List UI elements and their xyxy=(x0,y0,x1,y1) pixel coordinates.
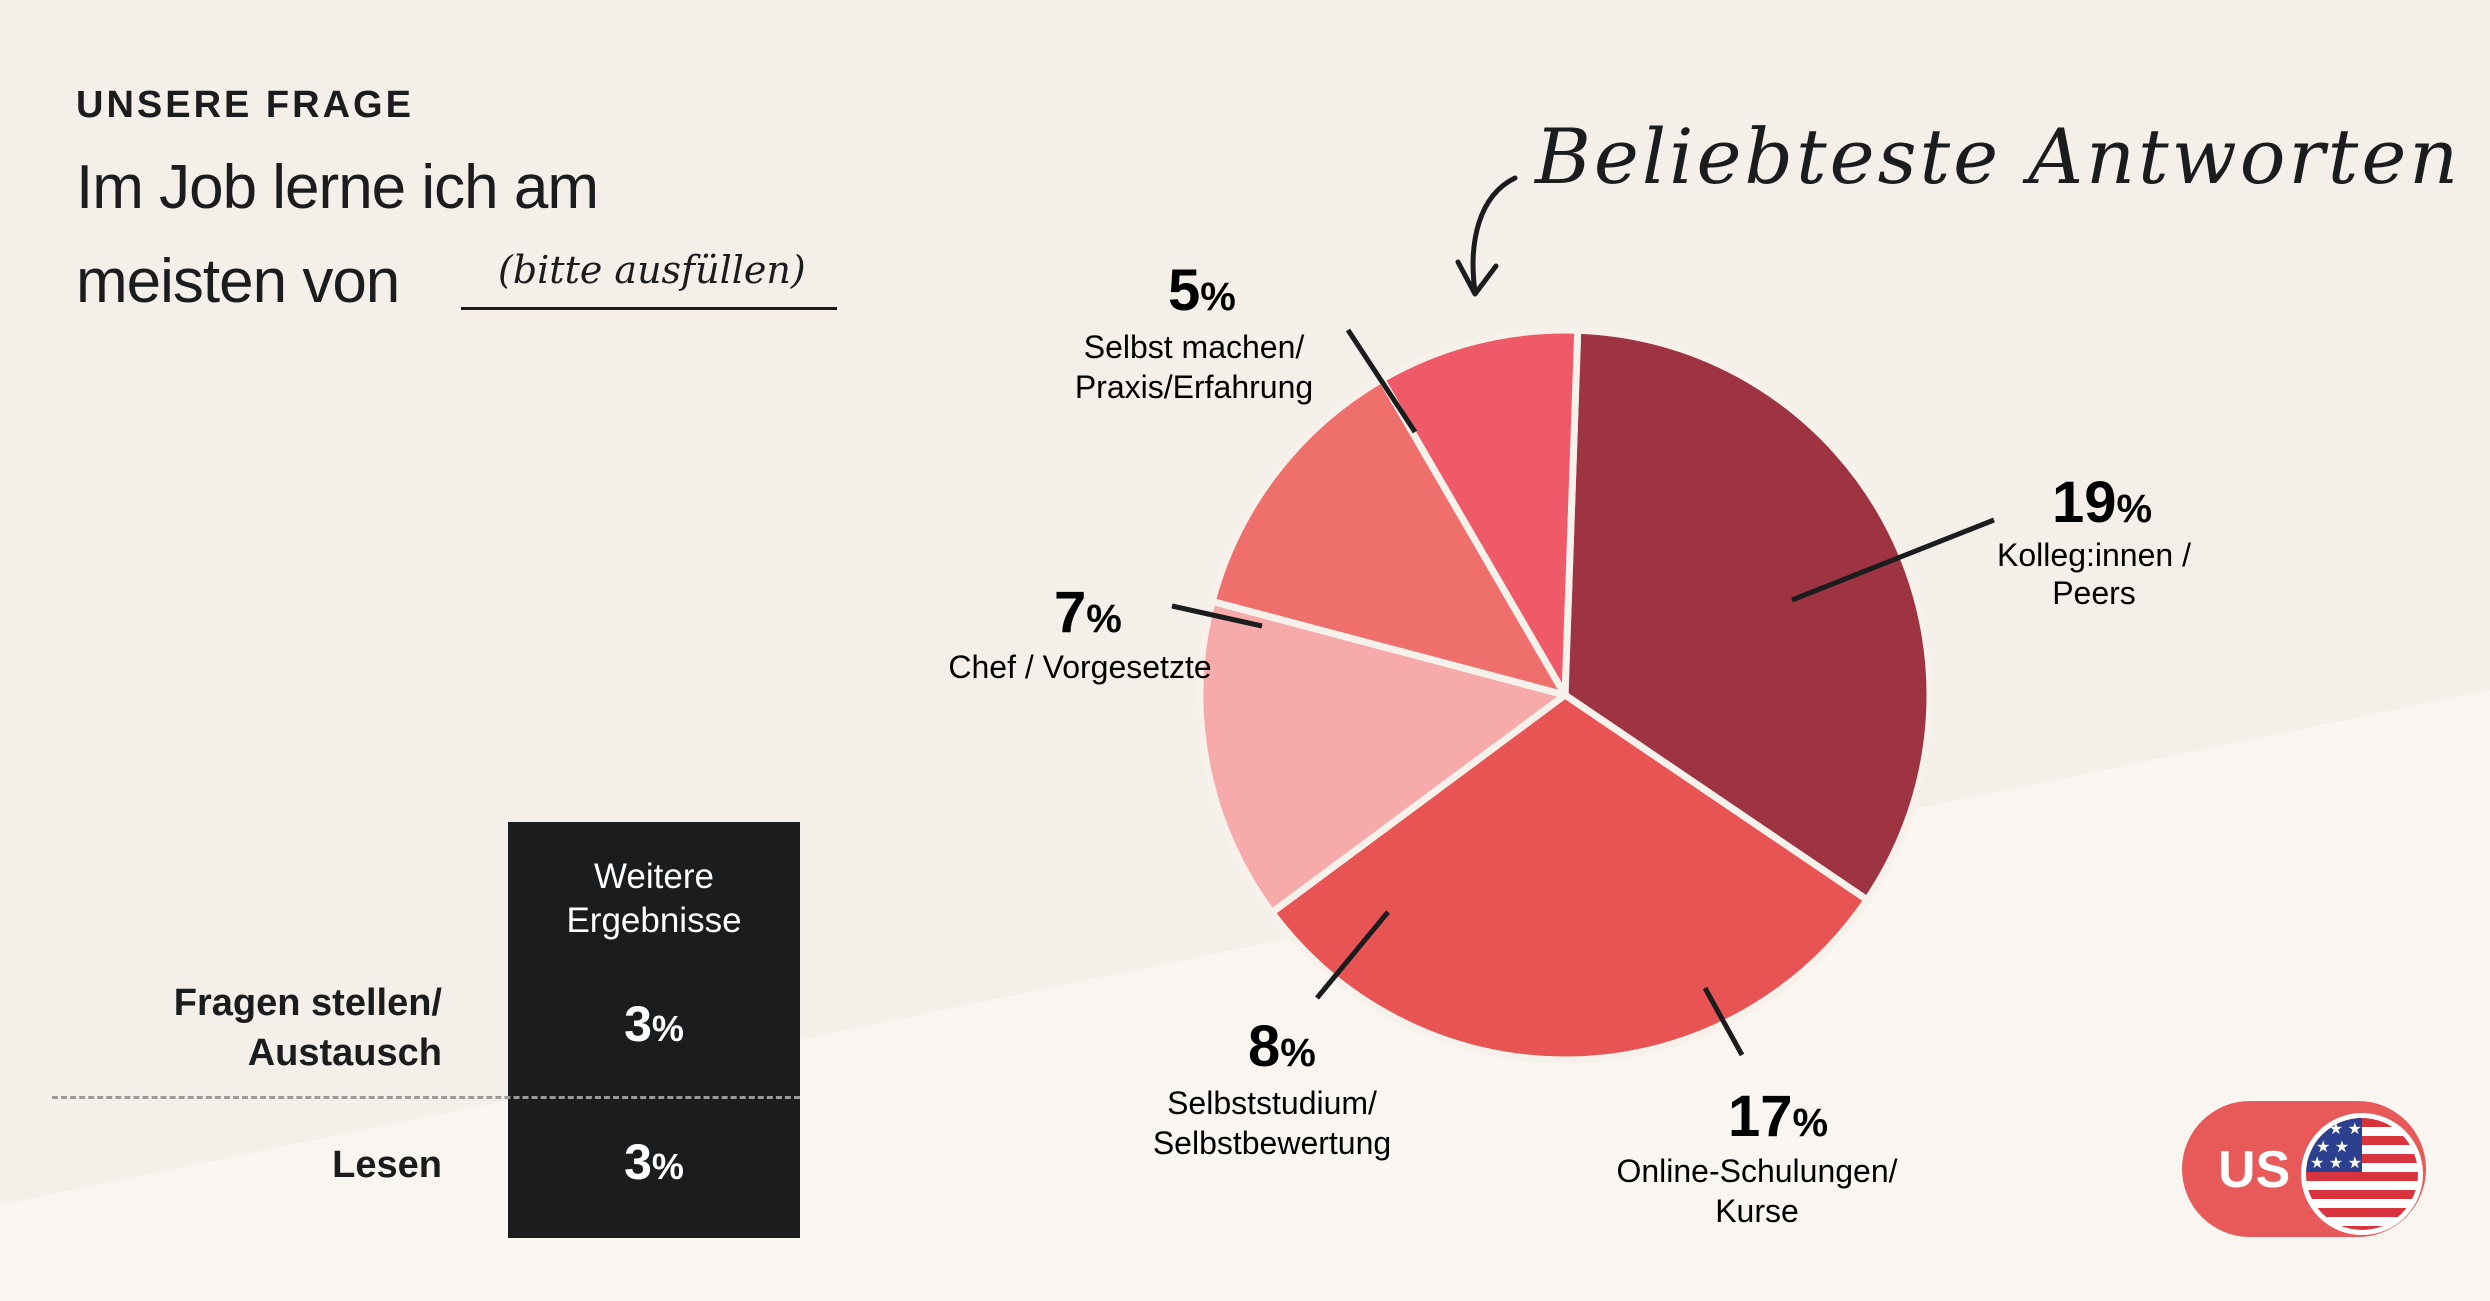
pct-selbst-unit: % xyxy=(1200,275,1236,319)
more-value-fragen-unit: % xyxy=(651,1008,684,1049)
leader-line-online xyxy=(1702,986,1745,1057)
label-selbststudium-2: Selbstbewertung xyxy=(1153,1125,1391,1161)
pct-kolleg-unit: % xyxy=(2117,487,2153,531)
pct-kolleg-value: 19 xyxy=(2052,470,2117,535)
pct-online-value: 17 xyxy=(1728,1084,1793,1149)
chart-title: Beliebteste Antworten xyxy=(1535,112,2462,201)
fill-in-line xyxy=(461,307,837,310)
question-line-1: Im Job lerne ich am xyxy=(76,153,599,222)
label-kolleg-2: Peers xyxy=(2052,575,2136,611)
row-divider xyxy=(52,1096,800,1099)
arrow-head-icon xyxy=(1455,259,1499,297)
pct-chef-value: 7 xyxy=(1054,580,1086,645)
more-results-heading: Weitere Ergebnisse xyxy=(508,855,800,943)
label-kolleg-1: Kolleg:innen / xyxy=(1997,537,2191,573)
more-label-fragen-2: Austausch xyxy=(247,1032,442,1074)
more-value-fragen: 3% xyxy=(508,995,800,1053)
pie-slice-selbststudium xyxy=(1196,597,1569,916)
leader-line-kolleg xyxy=(1791,517,1995,603)
eyebrow-label: UNSERE FRAGE xyxy=(76,84,414,126)
pct-selbst: 5% xyxy=(1168,258,1236,323)
pie-slice-online xyxy=(1268,691,1871,1064)
leader-line-selbst xyxy=(1345,328,1418,434)
label-selbst-1: Selbst machen/ xyxy=(1084,329,1305,365)
svg-text:★ ★ ★: ★ ★ ★ xyxy=(2310,1155,2362,1172)
pct-chef-unit: % xyxy=(1086,597,1122,641)
pct-selbststudium: 8% xyxy=(1248,1014,1316,1079)
label-selbst-2: Praxis/Erfahrung xyxy=(1075,369,1313,405)
pct-online: 17% xyxy=(1728,1084,1828,1149)
label-chef: Chef / Vorgesetzte xyxy=(948,649,1211,685)
pct-chef: 7% xyxy=(1054,580,1122,645)
us-flag-icon: ★ ★ ★ ★ ★ ★ ★ ★ xyxy=(2301,1113,2423,1235)
pie-slice-selbst xyxy=(1378,326,1582,699)
more-value-lesen-unit: % xyxy=(651,1146,684,1187)
svg-text:★ ★: ★ ★ xyxy=(2316,1139,2349,1156)
pct-selbststudium-value: 8 xyxy=(1248,1014,1280,1079)
more-label-lesen: Lesen xyxy=(332,1144,442,1186)
label-online-2: Kurse xyxy=(1715,1193,1799,1229)
more-label-fragen: Fragen stellen/ Austausch xyxy=(174,978,442,1078)
label-selbststudium-1: Selbststudium/ xyxy=(1167,1085,1377,1121)
country-badge-label: US xyxy=(2218,1141,2291,1199)
pct-selbststudium-unit: % xyxy=(1280,1031,1316,1075)
leader-line-selbststudium xyxy=(1315,910,1390,1000)
pct-online-unit: % xyxy=(1793,1101,1829,1145)
more-results-heading-1: Weitere xyxy=(594,857,714,896)
label-online-1: Online-Schulungen/ xyxy=(1616,1153,1897,1189)
more-value-lesen: 3% xyxy=(508,1133,800,1191)
arrow-icon xyxy=(1470,175,1518,295)
more-results-panel xyxy=(508,822,800,1238)
pct-kolleg: 19% xyxy=(2052,470,2152,535)
more-value-lesen-number: 3 xyxy=(624,1134,652,1190)
fill-in-hint: (bitte ausfüllen) xyxy=(498,248,806,292)
pie-slice-chef xyxy=(1208,375,1569,699)
pie-slice-kolleg xyxy=(1561,326,1934,904)
leader-line-chef xyxy=(1171,603,1263,629)
pct-selbst-value: 5 xyxy=(1168,258,1200,323)
more-results-heading-2: Ergebnisse xyxy=(566,901,742,940)
question-line-2: meisten von xyxy=(76,247,400,316)
more-value-fragen-number: 3 xyxy=(624,996,652,1052)
more-label-fragen-1: Fragen stellen/ xyxy=(173,982,442,1024)
